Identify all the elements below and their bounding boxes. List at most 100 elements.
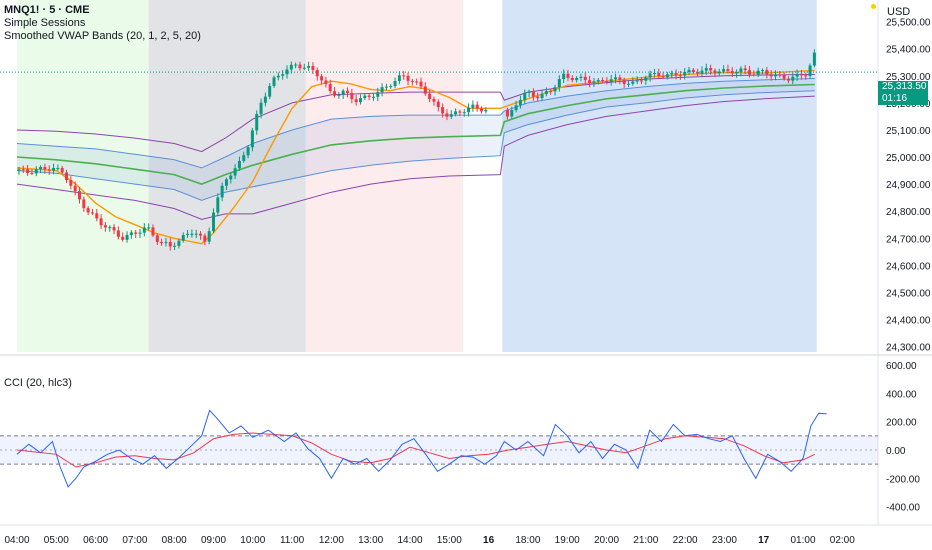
candle-body <box>134 232 138 234</box>
price-tick-label: 24,300.00 <box>886 343 931 354</box>
candle-body <box>164 241 168 243</box>
time-tick-label: 17 <box>758 535 770 546</box>
candle-body <box>544 91 548 95</box>
candle-body <box>631 81 635 84</box>
time-tick-label: 08:00 <box>162 535 187 546</box>
candle-body <box>648 73 652 78</box>
candle-body <box>449 114 453 117</box>
candle-body <box>289 64 293 70</box>
time-tick-label: 16 <box>483 535 495 546</box>
price-tick-label: 24,900.00 <box>886 180 931 191</box>
candle-body <box>177 240 181 246</box>
candle-body <box>614 77 618 80</box>
candle-body <box>756 70 760 75</box>
candle-body <box>212 212 215 232</box>
candle-body <box>674 73 678 76</box>
candle-body <box>782 74 786 79</box>
candle-body <box>26 169 30 174</box>
candle-body <box>389 86 393 88</box>
candle-body <box>350 92 354 100</box>
candle-body <box>186 233 190 236</box>
cci-indicator-label[interactable]: CCI (20, hlc3) <box>4 377 72 389</box>
indicator-vwap-label[interactable]: Smoothed VWAP Bands (20, 1, 2, 5, 20) <box>4 30 201 42</box>
candle-body <box>436 101 440 108</box>
candle-body <box>518 99 522 106</box>
time-tick-label: 01:00 <box>790 535 815 546</box>
candle-body <box>601 80 605 82</box>
candle-body <box>592 81 596 83</box>
candle-body <box>354 99 358 103</box>
candle-body <box>151 227 155 236</box>
candle-body <box>575 77 579 81</box>
candle-body <box>324 80 328 85</box>
candle-body <box>419 81 423 87</box>
candle-body <box>39 166 43 170</box>
vwap-main-line <box>16 83 815 185</box>
candle-body <box>583 76 587 81</box>
candle-body <box>203 235 207 242</box>
candle-body <box>462 112 466 114</box>
candle-body <box>665 74 669 78</box>
time-tick-label: 18:00 <box>515 535 540 546</box>
candle-body <box>432 98 436 102</box>
candle-body <box>514 105 518 111</box>
candle-body <box>21 169 25 171</box>
candle-body <box>527 91 531 93</box>
candle-body <box>722 69 726 72</box>
time-tick-label: 14:00 <box>397 535 422 546</box>
candle-body <box>77 191 81 200</box>
candle-body <box>116 230 120 237</box>
time-tick-label: 09:00 <box>201 535 226 546</box>
candle-body <box>380 87 384 93</box>
candle-body <box>155 235 159 243</box>
indicator-sessions-label[interactable]: Simple Sessions <box>4 17 86 29</box>
currency-label[interactable]: USD <box>887 6 911 18</box>
candle-body <box>657 73 661 77</box>
time-tick-label: 20:00 <box>594 535 619 546</box>
candle-body <box>605 81 609 83</box>
candle-body <box>415 81 419 83</box>
candle-body <box>311 66 315 71</box>
time-tick-label: 23:00 <box>712 535 737 546</box>
candle-body <box>588 80 592 83</box>
candle-body <box>622 79 626 84</box>
candle-body <box>484 109 488 112</box>
symbol-title[interactable]: MNQ1! · 5 · CME <box>4 4 90 16</box>
candle-body <box>562 73 566 80</box>
candle-body <box>103 225 107 228</box>
candle-body <box>328 84 332 92</box>
candle-body <box>596 80 600 82</box>
candle-body <box>475 104 479 109</box>
candle-body <box>627 83 631 85</box>
price-tick-label: 24,700.00 <box>886 234 931 245</box>
vwap-band-fill <box>17 78 815 201</box>
vwap-inner-lower-line <box>16 90 815 201</box>
candle-body <box>683 72 687 76</box>
candle-body <box>168 241 172 247</box>
candle-body <box>17 169 21 171</box>
session-bg-1 <box>148 0 306 352</box>
session-bg-3 <box>502 0 817 352</box>
candle-body <box>199 233 203 236</box>
candle-body <box>302 67 306 69</box>
cci-tick-label: 0.00 <box>886 446 906 457</box>
candle-body <box>268 85 272 97</box>
time-tick-label: 12:00 <box>319 535 344 546</box>
candle-body <box>661 76 665 78</box>
time-tick-label: 07:00 <box>122 535 147 546</box>
candle-body <box>410 80 414 82</box>
candle-body <box>298 64 302 69</box>
cci-ma-line <box>16 432 816 468</box>
candle-body <box>812 52 816 66</box>
price-tick-label: 25,400.00 <box>886 45 931 56</box>
candle-body <box>609 79 613 83</box>
candle-body <box>255 114 259 131</box>
candle-body <box>739 68 743 72</box>
candle-body <box>138 232 142 234</box>
price-tick-label: 25,300.00 <box>886 72 931 83</box>
candle-body <box>99 218 103 226</box>
candle-body <box>704 68 708 71</box>
candle-body <box>467 107 471 113</box>
candle-body <box>259 102 263 115</box>
